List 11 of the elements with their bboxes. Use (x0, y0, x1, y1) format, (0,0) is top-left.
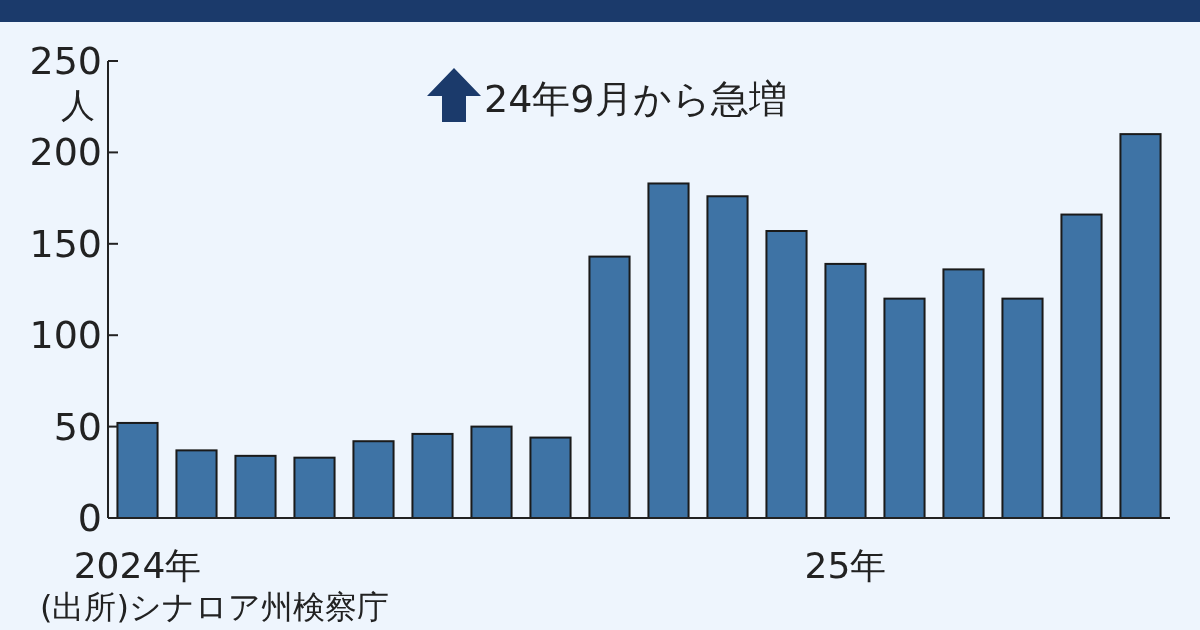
y-tick-label: 50 (53, 404, 102, 449)
y-tick-label: 100 (29, 313, 102, 358)
y-tick-label: 150 (29, 221, 102, 266)
y-axis-title: 人 (61, 85, 95, 125)
y-tick-label: 200 (29, 130, 102, 175)
x-tick-label: 25年 (804, 545, 887, 586)
annotation: 24年9月から急増 (484, 77, 787, 121)
y-tick-label: 250 (29, 39, 102, 83)
x-tick-label: 2024年 (73, 545, 202, 586)
text: (出所)シナロア州検察庁 (40, 588, 389, 626)
y-tick-label: 0 (77, 496, 102, 540)
